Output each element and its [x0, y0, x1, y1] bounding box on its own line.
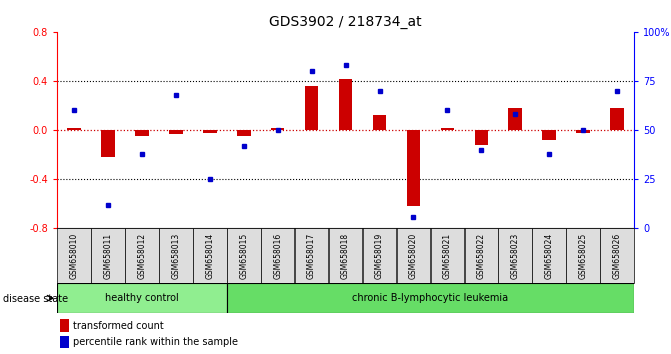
- Text: GSM658020: GSM658020: [409, 233, 418, 279]
- Bar: [532, 228, 566, 283]
- Text: GSM658022: GSM658022: [477, 233, 486, 279]
- Bar: [261, 228, 295, 283]
- Bar: [576, 130, 590, 132]
- Text: disease state: disease state: [3, 294, 68, 304]
- Title: GDS3902 / 218734_at: GDS3902 / 218734_at: [269, 16, 422, 29]
- Text: GSM658016: GSM658016: [273, 233, 282, 279]
- Bar: [67, 128, 81, 130]
- Bar: [566, 228, 600, 283]
- Bar: [271, 128, 285, 130]
- Text: GSM658018: GSM658018: [341, 233, 350, 279]
- Bar: [169, 130, 183, 134]
- Bar: [397, 228, 430, 283]
- Text: GSM658010: GSM658010: [70, 233, 79, 279]
- Bar: [60, 319, 69, 332]
- Text: GSM658019: GSM658019: [375, 233, 384, 279]
- Bar: [203, 130, 217, 132]
- Text: GSM658014: GSM658014: [205, 233, 214, 279]
- Text: GSM658015: GSM658015: [240, 233, 248, 279]
- Bar: [431, 228, 464, 283]
- Text: chronic B-lymphocytic leukemia: chronic B-lymphocytic leukemia: [352, 293, 509, 303]
- Bar: [611, 108, 624, 130]
- Bar: [407, 130, 420, 206]
- Bar: [305, 86, 319, 130]
- Text: GSM658024: GSM658024: [545, 233, 554, 279]
- Bar: [601, 228, 634, 283]
- Bar: [91, 228, 125, 283]
- Text: GSM658012: GSM658012: [138, 233, 146, 279]
- Bar: [227, 283, 634, 313]
- Bar: [499, 228, 532, 283]
- Bar: [135, 130, 149, 136]
- Bar: [474, 130, 488, 145]
- Text: GSM658011: GSM658011: [103, 233, 113, 279]
- Bar: [542, 130, 556, 140]
- Text: GSM658026: GSM658026: [613, 233, 621, 279]
- Bar: [441, 128, 454, 130]
- Bar: [125, 228, 159, 283]
- Bar: [227, 228, 260, 283]
- Text: GSM658021: GSM658021: [443, 233, 452, 279]
- Text: GSM658025: GSM658025: [578, 233, 588, 279]
- Bar: [193, 228, 227, 283]
- Text: transformed count: transformed count: [72, 320, 163, 331]
- Bar: [57, 228, 91, 283]
- Text: GSM658023: GSM658023: [511, 233, 520, 279]
- Bar: [329, 228, 362, 283]
- Text: healthy control: healthy control: [105, 293, 178, 303]
- Bar: [464, 228, 498, 283]
- Bar: [57, 283, 227, 313]
- Text: percentile rank within the sample: percentile rank within the sample: [72, 337, 238, 347]
- Bar: [363, 228, 397, 283]
- Text: GSM658013: GSM658013: [171, 233, 180, 279]
- Bar: [295, 228, 328, 283]
- Bar: [159, 228, 193, 283]
- Bar: [339, 79, 352, 130]
- Bar: [60, 336, 69, 348]
- Bar: [372, 115, 386, 130]
- Bar: [237, 130, 250, 136]
- Bar: [509, 108, 522, 130]
- Text: GSM658017: GSM658017: [307, 233, 316, 279]
- Bar: [101, 130, 115, 157]
